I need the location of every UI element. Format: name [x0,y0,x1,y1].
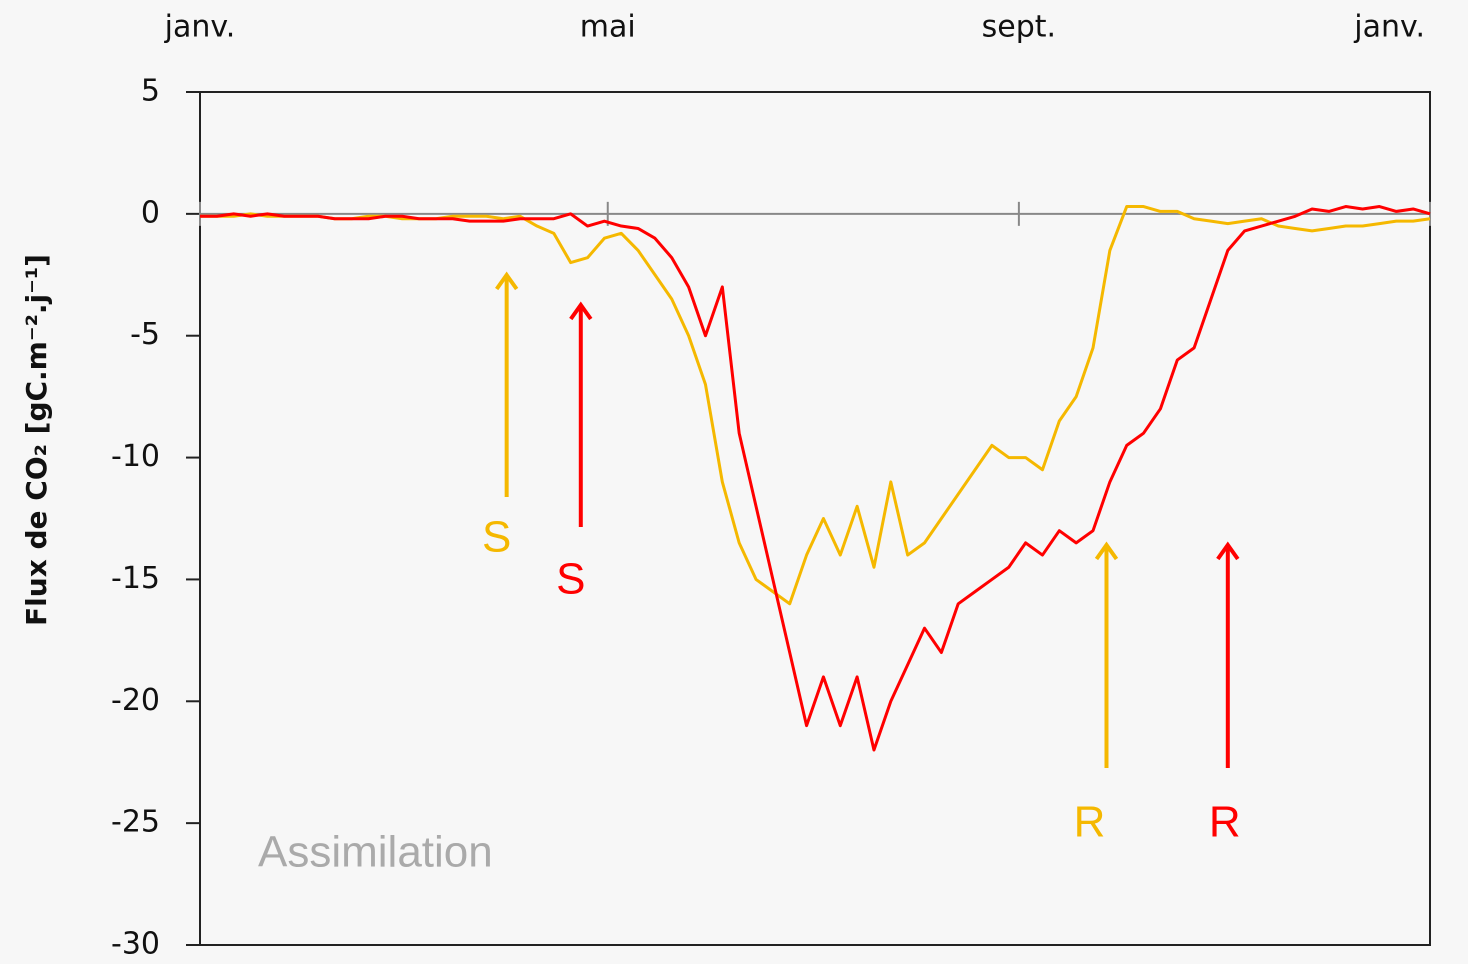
y-tick-label: -15 [111,561,160,596]
y-tick-label: -30 [111,927,160,962]
y-tick-label: -10 [111,439,160,474]
arrow-head [495,271,519,291]
annotation: R [1074,798,1106,847]
x-tick-label: janv. [164,10,236,45]
x-tick-label: sept. [982,10,1056,45]
data-line [200,205,1431,752]
y-tick-label: -25 [111,805,160,840]
annotation: S [556,555,585,604]
annotation: Assimilation [258,828,493,877]
annotation: R [1209,798,1241,847]
arrow-head [569,301,593,321]
arrow-head [1094,541,1119,561]
data-line [200,205,1431,606]
y-tick-label: -5 [130,317,160,352]
plot-frame [199,91,1431,946]
arrow-head [1216,541,1240,561]
x-tick-label: mai [580,10,636,45]
y-tick-label: 0 [141,195,160,230]
x-tick-label: janv. [1353,10,1425,45]
y-tick-label: -20 [111,683,160,718]
annotation: S [482,513,511,562]
y-tick-label: 5 [141,74,160,109]
y-axis-title: Flux de CO₂ [gC.m⁻².j⁻¹] [20,254,53,626]
